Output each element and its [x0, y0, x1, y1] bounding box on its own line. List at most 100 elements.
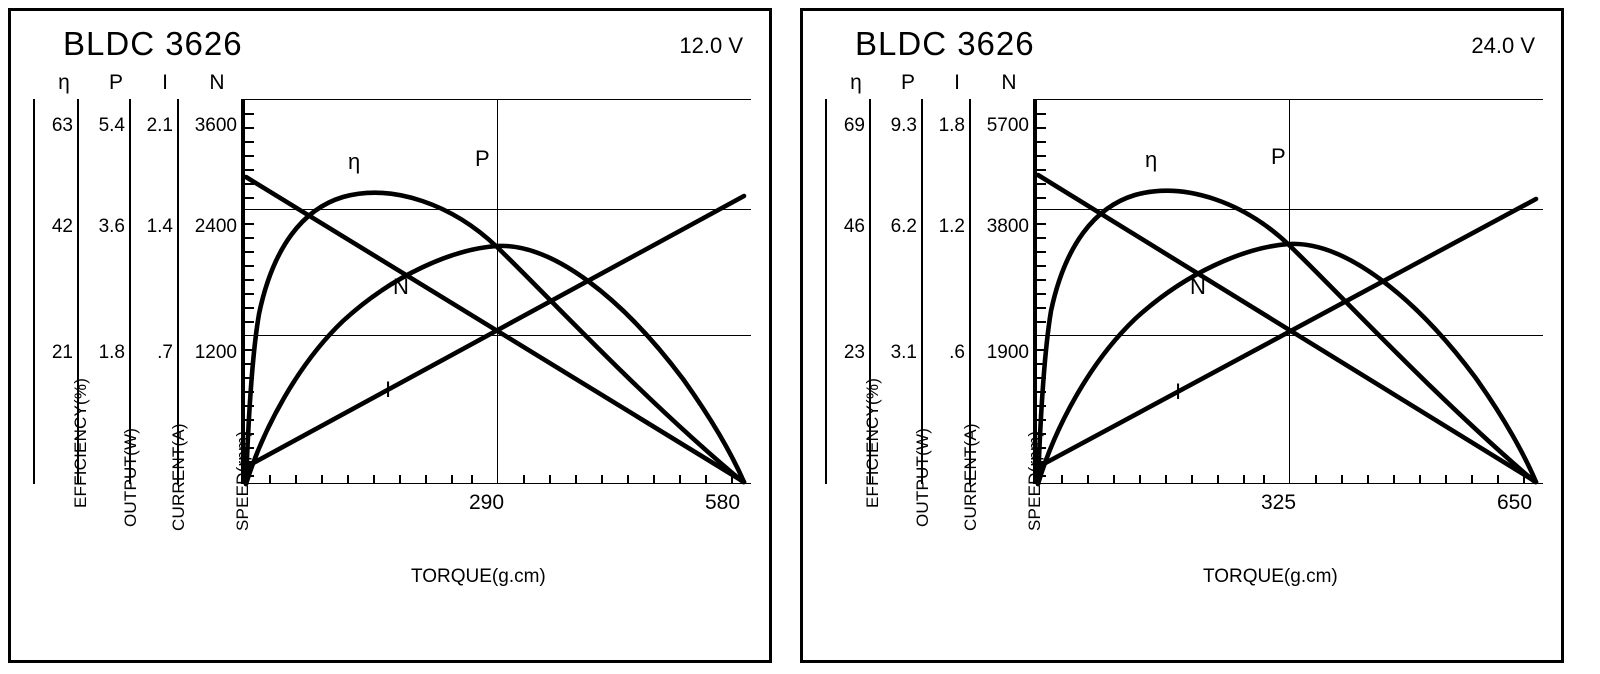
y-axis-tick — [245, 265, 254, 267]
scale-value-n: 2400 — [194, 216, 237, 237]
x-axis-tick — [399, 475, 401, 484]
efficiency-curve — [243, 190, 746, 487]
voltage-label: 12.0 V — [679, 33, 743, 58]
panel-title: BLDC 3626 — [855, 25, 1035, 62]
y-axis-tick — [245, 113, 254, 115]
curve-label-n: N — [393, 274, 409, 299]
scale-value-i: 1.8 — [938, 115, 965, 136]
x-axis-tick — [1523, 475, 1525, 484]
y-axis-tick — [245, 363, 254, 365]
power-curve — [1035, 241, 1539, 487]
x-axis-tick — [269, 475, 271, 484]
y-axis-tick — [1037, 321, 1046, 323]
curve-label-n: N — [1190, 274, 1206, 299]
column-header-p: P — [900, 71, 915, 94]
x-axis-tick — [471, 475, 473, 484]
y-axis-tick — [245, 183, 254, 185]
x-axis-tick — [1367, 475, 1369, 484]
x-axis-tick — [1471, 475, 1473, 484]
y-axis-tick — [245, 391, 254, 393]
x-axis-tick — [425, 475, 427, 484]
y-axis-tick — [1037, 197, 1046, 199]
y-axis-tick — [245, 279, 254, 281]
y-axis-tick — [245, 197, 254, 199]
y-axis-tick — [245, 377, 254, 379]
x-axis-tick — [1087, 475, 1089, 484]
panel-12v: BLDC 3626 12.0 V η P I N 63 5.4 2.1 3600… — [8, 8, 772, 663]
axis-label-output: OUTPUT(W) — [913, 427, 932, 527]
x-axis-tick — [295, 475, 297, 484]
curve-label-p: P — [475, 146, 490, 171]
y-axis — [243, 99, 246, 484]
scale-table: 63 5.4 2.1 3600 42 3.6 1.4 2400 21 1.8 .… — [33, 99, 243, 484]
y-axis-tick — [245, 475, 254, 477]
y-axis-tick — [245, 223, 254, 225]
scale-value-n: 1200 — [194, 342, 237, 363]
y-axis-tick — [1037, 169, 1046, 171]
y-axis-tick — [1037, 405, 1046, 407]
x-tick-label-mid: 290 — [469, 491, 505, 514]
table-divider — [921, 99, 923, 484]
column-header-n: N — [209, 71, 225, 94]
scale-value-n: 1900 — [986, 342, 1029, 363]
x-axis-tick — [575, 475, 577, 484]
gridline — [497, 99, 499, 484]
y-axis-tick — [245, 405, 254, 407]
y-axis-tick — [245, 419, 254, 421]
current-curve — [1035, 196, 1539, 470]
scale-value-eta: 21 — [51, 342, 73, 363]
y-axis-tick — [1037, 349, 1046, 351]
y-axis-tick — [1037, 279, 1046, 281]
y-axis-tick — [1037, 475, 1046, 477]
scale-value-eta: 46 — [843, 216, 865, 237]
y-axis-tick — [1037, 183, 1046, 185]
x-axis-tick — [731, 475, 733, 484]
y-axis-tick — [245, 141, 254, 143]
scale-value-p: 3.1 — [890, 342, 917, 363]
panel-24v: BLDC 3626 24.0 V η P I N 69 9.3 1.8 5700… — [800, 8, 1564, 663]
curve-label-eta: η — [348, 149, 361, 174]
axis-label-speed: SPEED(rpm) — [233, 430, 252, 531]
y-axis-tick — [245, 433, 254, 435]
table-divider — [241, 99, 243, 484]
x-axis-tick — [1113, 475, 1115, 484]
column-header-i: I — [954, 71, 960, 94]
axis-label-speed: SPEED(rpm) — [1025, 430, 1044, 531]
x-axis-title: TORQUE(g.cm) — [411, 566, 546, 587]
x-axis-tick — [1445, 475, 1447, 484]
efficiency-curve — [1035, 188, 1538, 487]
table-divider — [969, 99, 971, 484]
x-axis-tick — [347, 475, 349, 484]
y-axis-tick — [245, 461, 254, 463]
column-header-eta: η — [58, 71, 70, 94]
x-axis-tick — [1139, 475, 1141, 484]
y-axis-tick — [245, 321, 254, 323]
axis-label-efficiency: EFFICIENCY(%) — [71, 377, 90, 508]
column-header-p: P — [108, 71, 123, 94]
y-axis — [1035, 99, 1038, 484]
curve-label-i: I — [1175, 379, 1182, 404]
y-axis-tick — [1037, 155, 1046, 157]
y-axis-tick — [245, 349, 254, 351]
axis-label-output: OUTPUT(W) — [121, 427, 140, 527]
x-axis-tick — [451, 475, 453, 484]
x-axis-tick — [1419, 475, 1421, 484]
y-axis-tick — [1037, 293, 1046, 295]
x-axis-tick — [679, 475, 681, 484]
scale-value-eta: 63 — [51, 115, 73, 136]
voltage-label: 24.0 V — [1471, 33, 1535, 58]
scale-value-eta: 42 — [51, 216, 73, 237]
table-divider — [177, 99, 179, 484]
x-axis-tick — [627, 475, 629, 484]
x-axis-tick — [1061, 475, 1063, 484]
x-axis-tick — [1341, 475, 1343, 484]
y-axis-tick — [1037, 447, 1046, 449]
scale-value-p: 3.6 — [98, 216, 125, 237]
x-axis-tick — [1243, 475, 1245, 484]
table-divider — [129, 99, 131, 484]
scale-table: 69 9.3 1.8 5700 46 6.2 1.2 3800 23 3.1 .… — [825, 99, 1035, 484]
x-axis-tick — [523, 475, 525, 484]
scale-value-i: 2.1 — [146, 115, 173, 136]
x-axis-tick — [1217, 475, 1219, 484]
